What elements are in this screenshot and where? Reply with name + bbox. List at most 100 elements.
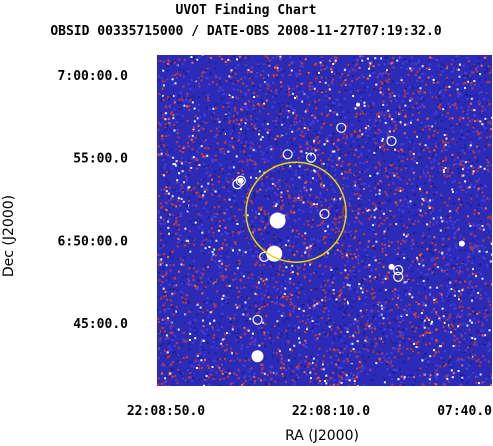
noise-pixel [295,114,298,117]
noise-pixel [276,335,278,338]
noise-pixel [303,169,306,171]
noise-pixel [302,93,305,96]
noise-pixel [353,237,356,240]
noise-pixel [473,227,476,230]
noise-pixel [263,226,265,229]
noise-pixel [365,155,368,158]
noise-pixel [412,214,415,217]
noise-pixel [266,131,269,134]
noise-pixel [328,351,331,354]
noise-pixel [285,333,288,335]
noise-pixel [284,295,287,298]
noise-pixel [390,359,393,362]
noise-pixel [358,328,361,331]
noise-pixel [286,265,289,268]
noise-pixel [340,165,343,167]
noise-pixel [166,353,169,356]
noise-pixel [197,279,200,282]
noise-pixel [364,360,367,363]
noise-pixel [261,368,264,371]
noise-pixel [237,253,239,256]
noise-pixel [188,207,190,210]
noise-pixel [240,119,243,122]
noise-pixel [159,142,162,144]
noise-pixel [174,94,177,97]
noise-pixel [364,111,367,114]
noise-pixel [452,345,455,347]
noise-pixel [315,107,318,110]
noise-pixel [477,100,480,103]
noise-pixel [424,182,427,185]
noise-pixel [373,304,376,307]
noise-pixel [239,90,242,93]
noise-pixel [219,224,222,227]
noise-pixel [285,285,288,288]
noise-pixel [302,198,305,201]
noise-pixel [445,221,448,224]
noise-pixel [330,57,333,60]
noise-pixel [224,373,227,375]
noise-pixel [470,288,473,291]
noise-pixel [483,97,486,100]
noise-pixel [295,187,297,190]
noise-pixel [188,197,191,200]
noise-pixel [293,325,296,328]
noise-pixel [383,243,386,246]
noise-pixel [318,301,320,304]
noise-pixel [455,104,458,107]
noise-pixel [272,244,275,247]
noise-pixel [405,60,408,63]
noise-pixel [159,60,162,62]
noise-pixel [353,297,356,300]
noise-pixel [475,224,478,227]
noise-pixel [178,58,181,61]
noise-pixel [303,100,306,103]
noise-pixel [451,265,454,268]
noise-pixel [387,61,390,64]
noise-pixel [373,247,376,250]
noise-pixel [462,159,465,162]
noise-pixel [351,149,354,152]
noise-pixel [428,225,431,228]
noise-pixel [469,144,472,147]
noise-pixel [339,375,341,378]
noise-pixel [235,115,237,118]
noise-pixel [487,163,490,166]
noise-pixel [200,122,203,125]
noise-pixel [200,79,203,82]
noise-pixel [467,307,470,310]
noise-pixel [320,159,322,162]
noise-pixel [291,224,294,227]
noise-pixel [484,334,487,337]
noise-pixel [309,280,312,283]
noise-pixel [446,268,449,271]
noise-pixel [483,380,486,383]
noise-pixel [388,244,390,247]
noise-pixel [456,219,459,221]
noise-pixel [281,199,284,202]
noise-pixel [369,174,372,177]
noise-pixel [200,192,203,195]
noise-pixel [348,300,351,303]
noise-pixel [183,97,185,99]
noise-pixel [164,330,166,333]
noise-pixel [174,163,177,166]
noise-pixel [300,283,303,286]
noise-pixel [382,317,385,320]
noise-pixel [409,67,412,70]
noise-pixel [423,283,426,286]
noise-pixel [168,253,171,256]
noise-pixel [433,159,436,162]
noise-pixel [431,241,434,244]
noise-pixel [182,69,185,72]
noise-pixel [172,361,175,364]
noise-pixel [280,354,283,357]
noise-pixel [200,338,203,341]
noise-pixel [245,141,248,144]
noise-pixel [467,80,470,83]
noise-pixel [401,329,404,332]
noise-pixel [188,108,191,111]
noise-pixel [477,131,480,134]
noise-pixel [364,276,367,279]
noise-pixel [209,278,212,281]
